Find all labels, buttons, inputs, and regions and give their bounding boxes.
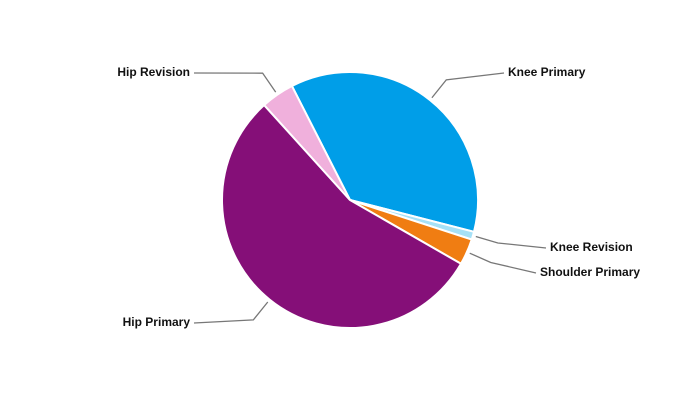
leader-line bbox=[475, 235, 547, 249]
slice-label: Hip Primary bbox=[123, 315, 191, 329]
slice-label: Shoulder Primary bbox=[540, 265, 640, 279]
pie-slice bbox=[290, 71, 479, 234]
leader-line bbox=[431, 72, 505, 99]
slice-label: Hip Revision bbox=[117, 65, 190, 79]
leader-line bbox=[469, 252, 537, 274]
slice-label: Knee Revision bbox=[550, 240, 633, 254]
pie-slice bbox=[221, 103, 463, 329]
leader-line bbox=[193, 301, 269, 324]
slice-label: Knee Primary bbox=[508, 65, 586, 79]
pie-slice bbox=[262, 84, 351, 201]
leader-line bbox=[193, 72, 277, 93]
